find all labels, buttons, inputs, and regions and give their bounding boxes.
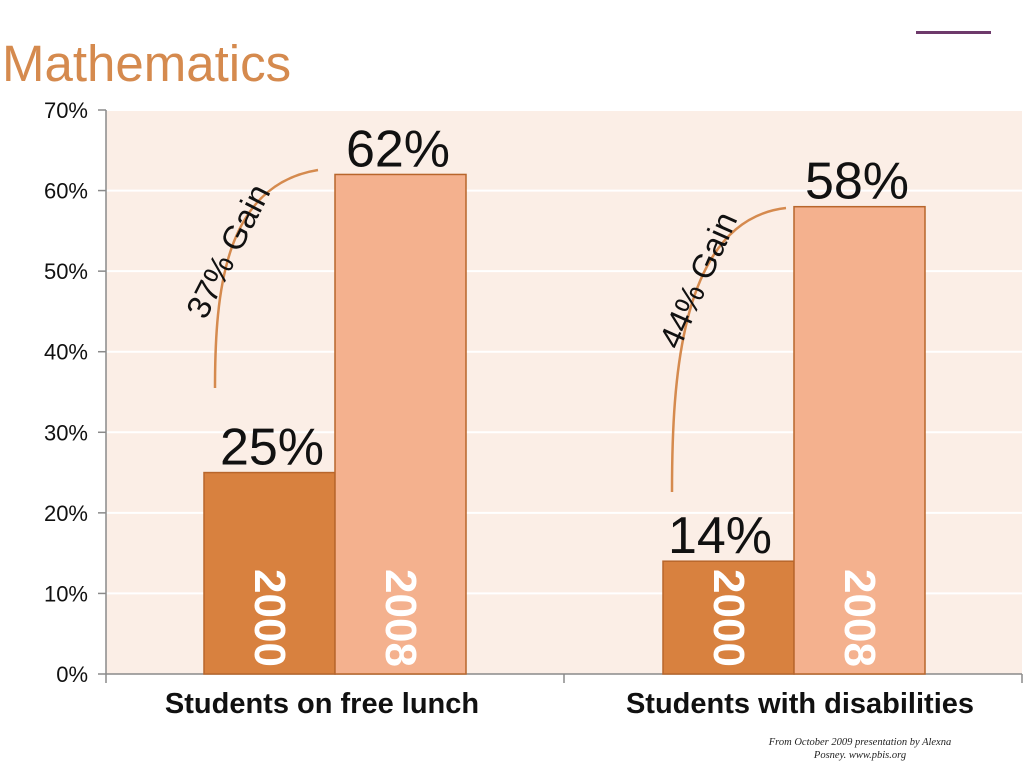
y-tick-label: 50%: [44, 259, 88, 284]
bar-chart: 0% 10% 20% 30% 40% 50% 60% 70% 2000 25% 2008 62% Stu…: [44, 98, 1023, 720]
y-tick-label: 10%: [44, 581, 88, 606]
slide-title: Mathematics: [2, 35, 292, 92]
bar-2000: [203, 471, 336, 675]
category-label: Students on free lunch: [165, 688, 479, 720]
bar-year-label: 2008: [835, 569, 884, 667]
y-tick-label: 30%: [44, 420, 88, 445]
y-tick-label: 70%: [44, 98, 88, 123]
gain-curve: [670, 206, 787, 493]
source-credit: From October 2009 presentation by Alexna…: [724, 736, 996, 762]
bar-year-label: 2000: [704, 569, 753, 667]
accent-line: [916, 31, 991, 34]
bar-value-label: 62%: [346, 120, 450, 178]
bar-value-label: 25%: [220, 419, 324, 477]
bar-value-label: 14%: [668, 507, 772, 565]
bar-2008: [334, 173, 467, 675]
bar-2008: [793, 205, 926, 675]
category-label: Students with disabilities: [626, 688, 974, 720]
credit-line-1: From October 2009 presentation by Alexna: [768, 737, 952, 748]
bar-year-label: 2000: [245, 569, 294, 667]
y-tick-label: 40%: [44, 340, 88, 365]
bar-value-label: 58%: [805, 153, 909, 211]
credit-line-2: Posney. www.pbis.org: [813, 750, 907, 761]
bar-2000: [662, 560, 795, 675]
y-tick-label: 60%: [44, 179, 88, 204]
y-tick-label: 0%: [56, 662, 88, 687]
gain-curve: [213, 168, 319, 389]
bar-year-label: 2008: [376, 569, 425, 667]
y-tick-label: 20%: [44, 501, 88, 526]
